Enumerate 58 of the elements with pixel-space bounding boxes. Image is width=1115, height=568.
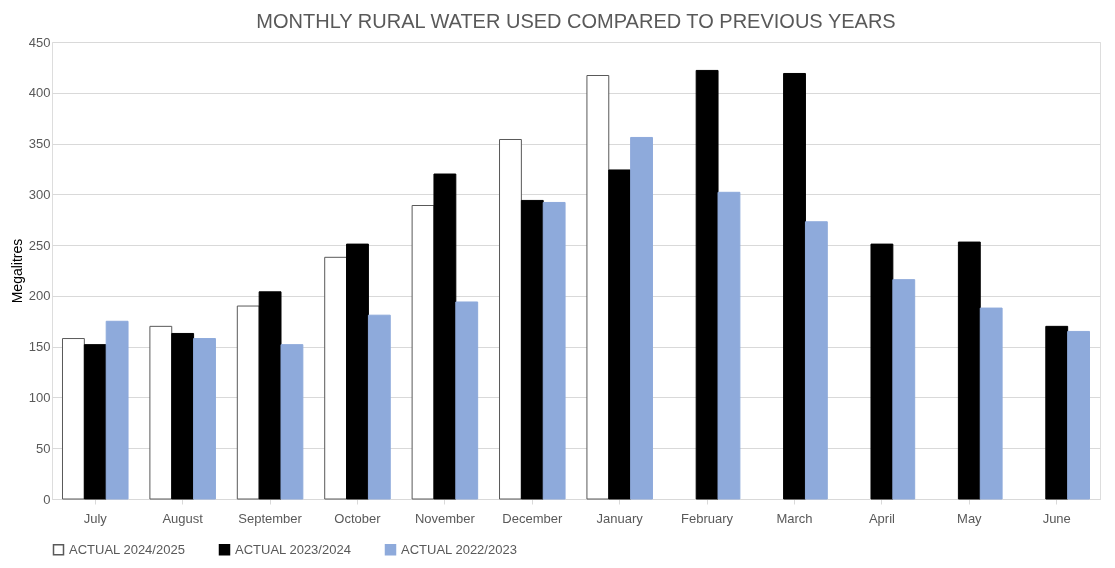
x-tick-label: July bbox=[83, 510, 108, 526]
x-tick-label: November bbox=[414, 510, 476, 526]
y-tick-label: 200 bbox=[28, 288, 51, 304]
x-tick-label: January bbox=[596, 510, 644, 526]
bar bbox=[804, 221, 828, 500]
y-tick-label: 50 bbox=[36, 440, 51, 456]
bar bbox=[630, 136, 653, 500]
y-tick-label: 0 bbox=[43, 491, 51, 507]
bar bbox=[892, 279, 916, 500]
bar bbox=[411, 205, 435, 500]
bar bbox=[83, 344, 107, 500]
x-tick-label: October bbox=[334, 510, 382, 526]
y-tick-label: 100 bbox=[28, 389, 51, 405]
bar bbox=[870, 243, 894, 500]
y-tick-label: 300 bbox=[28, 186, 51, 202]
bar bbox=[280, 344, 304, 500]
bar bbox=[1067, 330, 1091, 500]
y-tick-label: 400 bbox=[28, 85, 51, 101]
legend-label: ACTUAL 2023/2024 bbox=[235, 541, 351, 557]
bar bbox=[433, 173, 457, 500]
bar bbox=[149, 325, 173, 500]
x-tick-label: August bbox=[162, 510, 204, 526]
y-tick-label: 450 bbox=[28, 34, 51, 50]
bar bbox=[61, 338, 85, 500]
bar bbox=[979, 307, 1003, 500]
bar bbox=[499, 138, 522, 500]
bar bbox=[193, 338, 216, 500]
x-tick-label: September bbox=[238, 510, 303, 526]
x-tick-label: March bbox=[776, 510, 813, 526]
chart-title: MONTHLY RURAL WATER USED COMPARED TO PREVIOUS YEARS bbox=[256, 10, 896, 32]
x-tick-label: December bbox=[502, 510, 563, 526]
y-tick-label: 150 bbox=[28, 339, 51, 355]
bar bbox=[346, 243, 369, 500]
bar bbox=[324, 256, 348, 500]
bar bbox=[695, 69, 719, 500]
y-tick-label: 350 bbox=[28, 136, 51, 152]
bar bbox=[520, 199, 544, 500]
bar bbox=[367, 314, 391, 500]
y-axis-title: Megalitres bbox=[8, 238, 25, 304]
x-tick-label: June bbox=[1042, 510, 1071, 526]
legend-label: ACTUAL 2024/2025 bbox=[69, 541, 185, 557]
bar bbox=[171, 332, 195, 500]
legend-label: ACTUAL 2022/2023 bbox=[401, 541, 517, 557]
bar bbox=[258, 291, 282, 500]
bar bbox=[105, 320, 129, 500]
x-tick-label: February bbox=[681, 510, 734, 526]
bar bbox=[717, 191, 741, 500]
x-tick-label: April bbox=[868, 510, 896, 526]
bar bbox=[542, 201, 566, 500]
bar bbox=[1045, 325, 1069, 500]
bar bbox=[957, 241, 981, 500]
bar bbox=[608, 169, 632, 500]
y-tick-label: 250 bbox=[28, 237, 51, 253]
x-tick-label: May bbox=[957, 510, 983, 526]
bar bbox=[586, 75, 610, 500]
bar bbox=[455, 301, 479, 500]
bar bbox=[236, 305, 260, 500]
bar bbox=[783, 72, 806, 500]
